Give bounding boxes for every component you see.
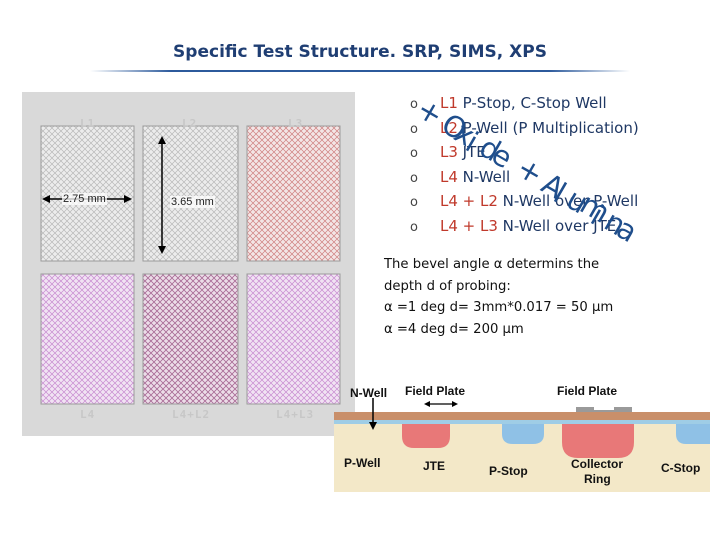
ring-label: Ring bbox=[584, 472, 611, 486]
list-item: o L2 P-Well (P Multiplication) bbox=[410, 117, 639, 142]
bullet-marker: o bbox=[410, 195, 418, 210]
collector-implant bbox=[562, 424, 634, 458]
bullet-marker: o bbox=[410, 219, 418, 235]
mask-layout: L1 L2 L3 L4 L4+L2 L4+L3 2.75 mm 3.65 mm bbox=[22, 92, 355, 436]
device-cross-section bbox=[334, 398, 710, 492]
field-plate-label-1: Field Plate bbox=[405, 384, 466, 398]
title-underline bbox=[90, 70, 630, 72]
cell-l3 bbox=[246, 125, 341, 262]
list-item: o L4 + L3 N-Well over JTE bbox=[410, 215, 639, 240]
list-item: o L4 + L2 N-Well over P-Well bbox=[410, 190, 639, 215]
bevel-paragraph: The bevel angle α determins the depth d … bbox=[384, 257, 614, 337]
bullet-marker: o bbox=[410, 121, 418, 137]
cell-l4 bbox=[40, 273, 135, 405]
cell-l2 bbox=[142, 125, 239, 262]
cell-label-l3: L3 bbox=[288, 117, 304, 130]
bullet-marker: o bbox=[410, 146, 418, 161]
bullet-marker: o bbox=[410, 170, 418, 186]
pstop-label: P-Stop bbox=[489, 464, 528, 478]
jte-label: JTE bbox=[423, 459, 446, 473]
collector-label: Collector bbox=[571, 457, 624, 471]
list-item: o L1 P-Stop, C-Stop Well bbox=[410, 92, 639, 117]
list-item: o L4 N-Well bbox=[410, 166, 639, 191]
pwell-label: P-Well bbox=[344, 456, 381, 470]
cell-label-l4: L4 bbox=[80, 408, 96, 421]
cell-label-l4-l3: L4+L3 bbox=[276, 408, 315, 421]
cell-l4-l2 bbox=[142, 273, 239, 405]
cell-label-l2: L2 bbox=[182, 117, 198, 130]
list-item: o L3 JTE bbox=[410, 141, 639, 166]
cell-l4-l3 bbox=[246, 273, 341, 405]
nwell-label: N-Well bbox=[350, 386, 388, 400]
field-plate-label-2: Field Plate bbox=[557, 384, 618, 398]
height-dimension: 3.65 mm bbox=[170, 196, 215, 208]
width-dimension: 2.75 mm bbox=[62, 193, 107, 205]
cell-label-l4-l2: L4+L2 bbox=[172, 408, 211, 421]
jte-implant bbox=[402, 424, 450, 448]
page-title: Specific Test Structure. SRP, SIMS, XPS bbox=[173, 42, 547, 62]
layer-list: o L1 P-Stop, C-Stop Well o L2 P-Well (P Mu… bbox=[410, 92, 639, 239]
pstop-implant bbox=[502, 424, 544, 444]
bullet-marker: o bbox=[410, 97, 418, 112]
cell-label-l1: L1 bbox=[80, 117, 96, 130]
mask-patterns bbox=[40, 125, 341, 405]
cstop-implant bbox=[676, 424, 710, 444]
cstop-label: C-Stop bbox=[661, 461, 701, 475]
